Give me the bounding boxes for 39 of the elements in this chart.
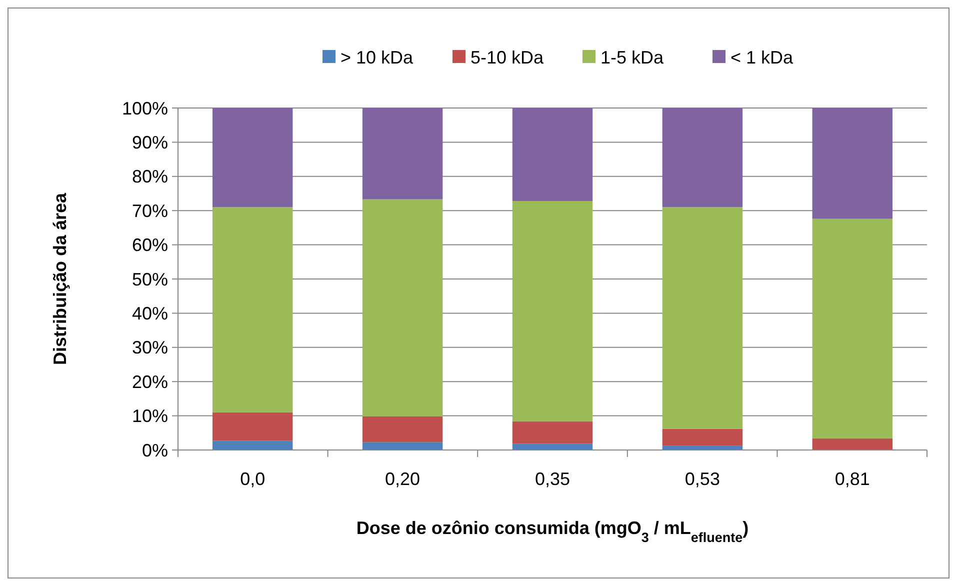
y-tick-label: 90% bbox=[132, 132, 168, 152]
x-tick-label: 0,81 bbox=[834, 469, 870, 489]
bar bbox=[662, 108, 743, 208]
bar bbox=[812, 218, 893, 438]
bar bbox=[212, 207, 293, 412]
x-tick-label: 0,0 bbox=[240, 469, 266, 489]
legend-label: 1-5 kDa bbox=[600, 47, 665, 68]
y-tick-label: 50% bbox=[132, 269, 168, 290]
bar bbox=[812, 438, 893, 450]
bar bbox=[662, 428, 743, 446]
bar bbox=[362, 108, 443, 200]
bar bbox=[512, 108, 593, 202]
y-tick-label: 60% bbox=[132, 235, 168, 256]
bar bbox=[512, 201, 593, 422]
y-tick-label: 70% bbox=[132, 200, 168, 221]
bar bbox=[212, 412, 293, 441]
x-axis-title: Dose de ozônio consumida (mgO$_{3}$ / mL$_{efluente}$) bbox=[356, 518, 749, 544]
bar bbox=[662, 207, 743, 429]
y-tick-label: 30% bbox=[132, 338, 168, 358]
bar bbox=[362, 416, 443, 442]
x-tick-label: 0,53 bbox=[684, 469, 720, 489]
y-axis-title: Distribuição da área bbox=[50, 192, 70, 366]
legend-label: 5-10 kDa bbox=[470, 47, 545, 68]
bar bbox=[512, 421, 593, 444]
bar bbox=[812, 108, 893, 219]
legend-label: > 10 kDa bbox=[340, 47, 414, 68]
bar bbox=[212, 108, 293, 208]
bar bbox=[362, 442, 443, 450]
x-tick-label: 0,20 bbox=[385, 469, 420, 489]
y-tick-label: 20% bbox=[132, 372, 168, 392]
y-tick-label: 10% bbox=[132, 406, 168, 426]
legend-label: < 1 kDa bbox=[730, 47, 794, 68]
bar bbox=[212, 440, 293, 450]
y-tick-label: 40% bbox=[132, 304, 168, 324]
y-tick-label: 0% bbox=[142, 440, 168, 460]
x-tick-label: 0,35 bbox=[534, 469, 570, 489]
y-tick-label: 100% bbox=[122, 98, 168, 118]
y-tick-label: 80% bbox=[132, 166, 168, 187]
bar bbox=[362, 199, 443, 416]
